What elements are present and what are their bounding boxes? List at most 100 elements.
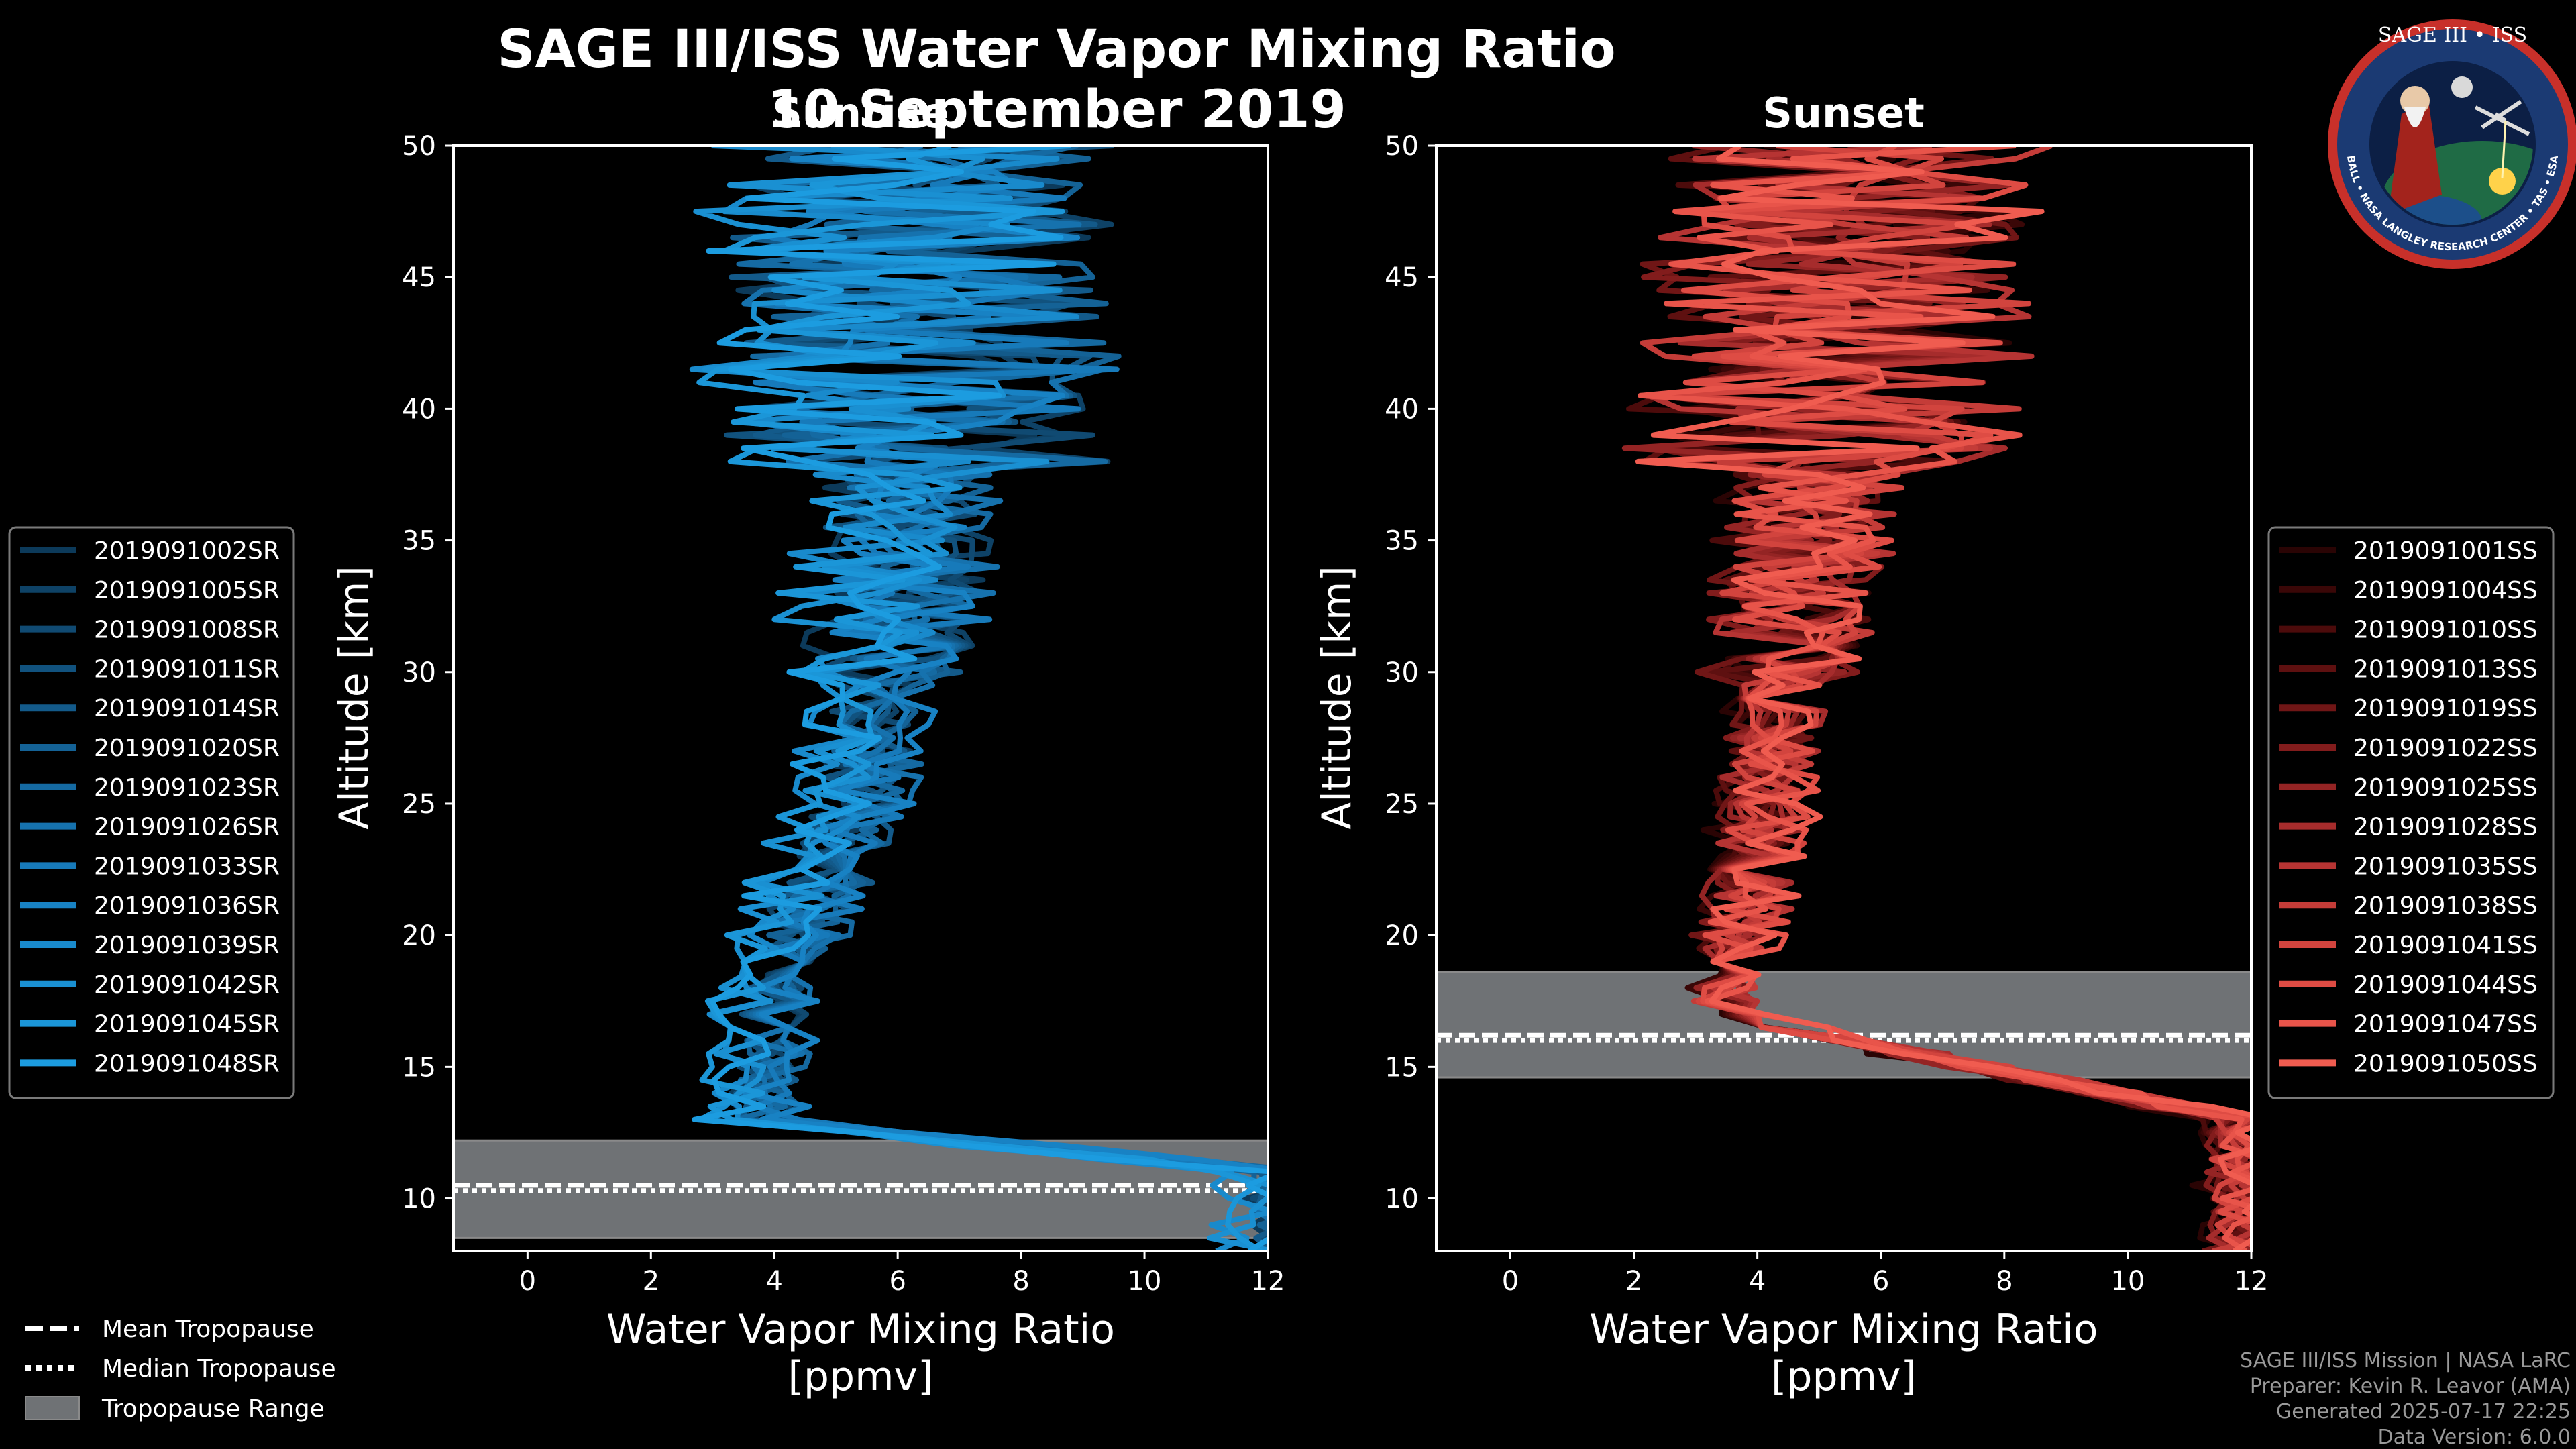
- left-ytick-label: 10: [402, 1184, 436, 1215]
- right-ytick-label: 15: [1385, 1052, 1419, 1083]
- right-ytick-label: 30: [1385, 657, 1419, 688]
- legend-label-2019091002SR: 2019091002SR: [94, 537, 280, 565]
- logo-top-text: SAGE III • ISS: [2378, 23, 2527, 47]
- left-xtick-label: 8: [1012, 1266, 1029, 1297]
- right-xtick-label: 0: [1502, 1266, 1519, 1297]
- left-xlabel: Water Vapor Mixing Ratio: [606, 1306, 1115, 1353]
- logo-sun-icon: [2489, 168, 2516, 195]
- tropopause-range-legend-patch: [25, 1396, 80, 1420]
- figure-title: SAGE III/ISS Water Vapor Mixing Ratio: [497, 19, 1615, 80]
- credit-mission: SAGE III/ISS Mission | NASA LaRC: [2240, 1349, 2571, 1373]
- left-profiles: [689, 146, 1268, 1251]
- right-profile-2019091050SS: [1635, 146, 2251, 1251]
- right-ytick-label: 25: [1385, 789, 1419, 820]
- right-ytick-label: 50: [1385, 131, 1419, 162]
- sage-iss-logo: SAGE III • ISS BALL • NASA LANGLEY RESEA…: [2328, 19, 2576, 269]
- left-ytick-label: 25: [402, 789, 436, 820]
- legend-label-2019091033SR: 2019091033SR: [94, 853, 280, 880]
- left-ytick-label: 15: [402, 1052, 436, 1083]
- right-ytick-label: 35: [1385, 526, 1419, 557]
- sunset-panel: 0 2 4 6 8 10 12 10 15 20 25 30 35 40 45 50 Water Vapor M…: [1313, 131, 2269, 1400]
- legend-label-2019091013SS: 2019091013SS: [2353, 655, 2538, 683]
- legend-label-2019091022SS: 2019091022SS: [2353, 735, 2538, 762]
- right-xtick-label: 12: [2235, 1266, 2269, 1297]
- right-plot-frame: [1435, 144, 2253, 1252]
- tropopause-range-legend-label: Tropopause Range: [101, 1395, 325, 1423]
- legend-label-2019091045SR: 2019091045SR: [94, 1011, 280, 1038]
- legend-label-2019091042SR: 2019091042SR: [94, 971, 280, 999]
- left-xlabel-units: [ppmv]: [788, 1353, 934, 1400]
- left-plot-frame: [452, 144, 1269, 1252]
- credit-data-version: Data Version: 6.0.0: [2378, 1426, 2571, 1449]
- left-ytick-label: 50: [402, 131, 436, 162]
- legend-label-2019091008SR: 2019091008SR: [94, 616, 280, 644]
- left-profile-2019091036SR: [732, 146, 1268, 1172]
- sunrise-legend: 2019091002SR 2019091005SR 2019091008SR 2019…: [8, 526, 295, 1099]
- legend-label-2019091035SS: 2019091035SS: [2353, 853, 2538, 880]
- left-profile-2019091048SR: [692, 146, 1268, 1251]
- left-ylabel: Altitude [km]: [331, 566, 378, 830]
- right-profiles: [1621, 146, 2251, 1251]
- left-ytick-label: 40: [402, 394, 436, 425]
- legend-label-2019091020SR: 2019091020SR: [94, 735, 280, 762]
- legend-frame: [2267, 526, 2555, 1099]
- legend-label-2019091050SS: 2019091050SS: [2353, 1050, 2538, 1077]
- legend-label-2019091039SR: 2019091039SR: [94, 932, 280, 959]
- legend-label-2019091014SR: 2019091014SR: [94, 695, 280, 722]
- logo-station-icon: [2474, 99, 2530, 136]
- credits: SAGE III/ISS Mission | NASA LaRC Prepare…: [2240, 1349, 2571, 1449]
- left-xtick-label: 12: [1251, 1266, 1285, 1297]
- right-xtick-label: 8: [1996, 1266, 2012, 1297]
- figure-date: 10 September 2019: [767, 80, 1346, 140]
- legend-label-2019091025SS: 2019091025SS: [2353, 774, 2538, 802]
- tropopause-legend: Mean Tropopause Median Tropopause Tropop…: [25, 1316, 336, 1423]
- right-ytick-label: 20: [1385, 920, 1419, 951]
- right-subtitle: Sunset: [1762, 89, 1925, 138]
- logo-beam-icon: [2501, 120, 2507, 178]
- logo-moon-icon: [2451, 76, 2473, 98]
- legend-frame: [8, 526, 295, 1099]
- sunset-legend: 2019091001SS 2019091004SS 2019091010SS 2019…: [2267, 526, 2555, 1099]
- left-subtitle: Sunrise: [772, 89, 949, 138]
- right-xtick-label: 4: [1749, 1266, 1766, 1297]
- legend-label-2019091044SS: 2019091044SS: [2353, 971, 2538, 999]
- left-xtick-label: 10: [1128, 1266, 1162, 1297]
- right-tropopause-range: [1435, 971, 2253, 1079]
- logo-figure-icon: [2388, 101, 2442, 215]
- left-ytick-label: 30: [402, 657, 436, 688]
- median-tropopause-legend-label: Median Tropopause: [102, 1355, 336, 1383]
- legend-label-2019091023SR: 2019091023SR: [94, 774, 280, 802]
- legend-label-2019091011SR: 2019091011SR: [94, 655, 280, 683]
- right-xtick-label: 6: [1872, 1266, 1889, 1297]
- right-xtick-label: 2: [1625, 1266, 1642, 1297]
- right-ytick-label: 10: [1385, 1184, 1419, 1215]
- legend-label-2019091038SS: 2019091038SS: [2353, 892, 2538, 920]
- left-xtick-label: 0: [519, 1266, 536, 1297]
- legend-label-2019091041SS: 2019091041SS: [2353, 932, 2538, 959]
- right-ylabel: Altitude [km]: [1313, 566, 1360, 830]
- legend-label-2019091005SR: 2019091005SR: [94, 577, 280, 604]
- left-xtick-label: 6: [889, 1266, 906, 1297]
- right-xtick-label: 10: [2110, 1266, 2145, 1297]
- legend-label-2019091048SR: 2019091048SR: [94, 1050, 280, 1077]
- left-ytick-label: 45: [402, 262, 436, 293]
- sunrise-panel: 0 2 4 6 8 10 12 10 15 20 25 30 35 40 45 50 Water Vapor M…: [331, 131, 1285, 1400]
- left-xtick-label: 2: [643, 1266, 659, 1297]
- credit-preparer: Preparer: Kevin R. Leavor (AMA): [2250, 1375, 2571, 1398]
- logo-beard-icon: [2404, 107, 2426, 127]
- legend-label-2019091047SS: 2019091047SS: [2353, 1011, 2538, 1038]
- right-ytick-label: 45: [1385, 262, 1419, 293]
- right-xlabel-units: [ppmv]: [1771, 1353, 1917, 1400]
- legend-label-2019091036SR: 2019091036SR: [94, 892, 280, 920]
- left-ytick-label: 20: [402, 920, 436, 951]
- legend-label-2019091026SR: 2019091026SR: [94, 814, 280, 841]
- legend-label-2019091028SS: 2019091028SS: [2353, 814, 2538, 841]
- credit-generated: Generated 2025-07-17 22:25: [2276, 1400, 2571, 1424]
- right-ytick-label: 40: [1385, 394, 1419, 425]
- left-xtick-label: 4: [766, 1266, 783, 1297]
- legend-label-2019091004SS: 2019091004SS: [2353, 577, 2538, 604]
- legend-label-2019091019SS: 2019091019SS: [2353, 695, 2538, 722]
- legend-label-2019091001SS: 2019091001SS: [2353, 537, 2538, 565]
- legend-label-2019091010SS: 2019091010SS: [2353, 616, 2538, 644]
